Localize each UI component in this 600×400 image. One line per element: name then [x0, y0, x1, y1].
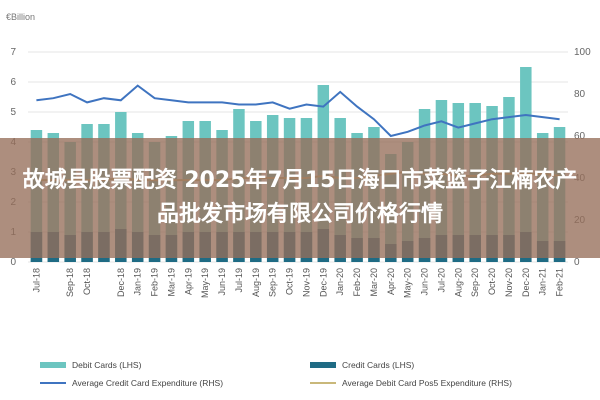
- x-tick-label: Oct-19: [285, 268, 295, 295]
- y-tick-left: 7: [10, 47, 16, 58]
- x-tick-label: Oct-18: [82, 268, 92, 295]
- legend-label-avg-credit: Average Credit Card Expenditure (RHS): [72, 378, 224, 388]
- legend-label-debit: Debit Cards (LHS): [72, 360, 142, 370]
- line-avg-credit: [36, 84, 560, 138]
- x-tick-label: Jul-18: [31, 268, 41, 293]
- x-tick-label: Nov-20: [504, 268, 514, 297]
- x-tick-label: Jun-20: [420, 268, 430, 296]
- legend-label-avg-debit: Average Debit Card Pos5 Expenditure (RHS…: [342, 378, 512, 388]
- x-tick-label: May-20: [403, 268, 413, 298]
- y-tick-left: 5: [10, 107, 16, 118]
- x-tick-label: Apr-19: [183, 268, 193, 295]
- x-tick-label: Aug-20: [453, 268, 463, 297]
- y-tick-left: 6: [10, 77, 16, 88]
- y-tick-left: 0: [10, 257, 16, 268]
- x-tick-label: Aug-19: [251, 268, 261, 297]
- x-tick-label: Dec-20: [521, 268, 531, 297]
- legend-item-avg-credit: Average Credit Card Expenditure (RHS): [40, 378, 223, 388]
- x-tick-label: Apr-20: [386, 268, 396, 295]
- legend-swatch-debit: [40, 362, 66, 368]
- legend-item-credit: Credit Cards (LHS): [310, 360, 414, 370]
- x-tick-label: Jan-21: [538, 268, 548, 296]
- x-tick-label: Feb-19: [150, 268, 160, 297]
- x-tick-label: Jan-19: [133, 268, 143, 296]
- x-tick-label: Jun-19: [217, 268, 227, 296]
- x-tick-label: Sep-20: [470, 268, 480, 297]
- x-tick-label: Jan-20: [335, 268, 345, 296]
- y-tick-right: 60: [574, 131, 586, 142]
- y-unit-label: €Billion: [6, 12, 36, 22]
- x-tick-label: Nov-19: [301, 268, 311, 297]
- x-tick-label: Sep-19: [268, 268, 278, 297]
- legend-swatch-avg-credit: [40, 382, 66, 384]
- legend-swatch-avg-debit: [310, 382, 336, 384]
- legend-label-credit: Credit Cards (LHS): [342, 360, 415, 370]
- y-tick-right: 100: [574, 47, 591, 58]
- legend-item-avg-debit: Average Debit Card Pos5 Expenditure (RHS…: [310, 378, 512, 388]
- x-tick-label: Mar-19: [166, 268, 176, 297]
- overlay-title: 故城县股票配资 2025年7月15日海口市菜篮子江楠农产品批发市场有限公司价格行…: [22, 167, 578, 227]
- legend-swatch-credit: [310, 362, 336, 368]
- x-tick-label: Jul-19: [234, 268, 244, 293]
- x-tick-label: Sep-18: [65, 268, 75, 297]
- y-tick-right: 0: [574, 257, 580, 268]
- legend-item-debit: Debit Cards (LHS): [40, 360, 141, 370]
- x-tick-label: Mar-20: [369, 268, 379, 297]
- x-tick-label: Dec-19: [318, 268, 328, 297]
- y-tick-right: 80: [574, 89, 586, 100]
- x-tick-label: Jul-20: [436, 268, 446, 293]
- x-tick-label: Oct-20: [487, 268, 497, 295]
- overlay-banner: 故城县股票配资 2025年7月15日海口市菜篮子江楠农产品批发市场有限公司价格行…: [0, 138, 600, 258]
- x-tick-label: Feb-20: [352, 268, 362, 297]
- x-tick-label: Dec-18: [116, 268, 126, 297]
- x-tick-label: Feb-21: [555, 268, 565, 297]
- x-tick-label: May-19: [200, 268, 210, 298]
